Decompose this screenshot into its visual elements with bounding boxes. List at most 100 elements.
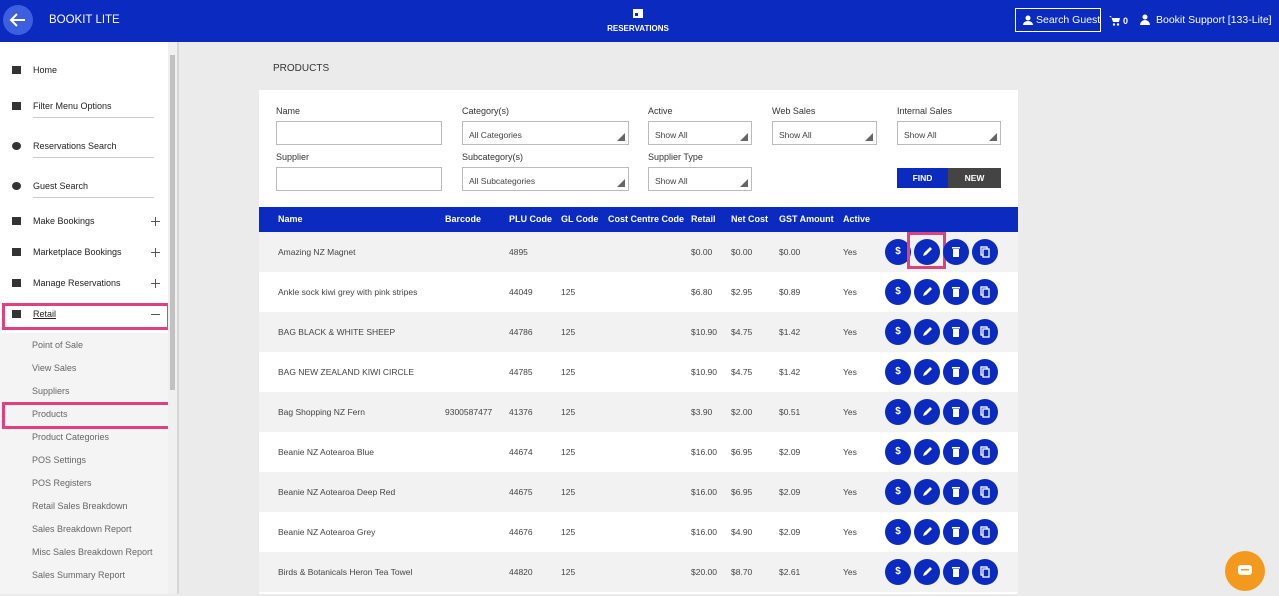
table-cell: $10.90 bbox=[691, 367, 717, 377]
menu-item[interactable]: Home bbox=[33, 65, 58, 75]
copy-button[interactable] bbox=[972, 399, 998, 425]
menu-icon bbox=[12, 142, 21, 150]
submenu-item[interactable]: Product Categories bbox=[32, 432, 110, 442]
price-button[interactable]: $ bbox=[885, 399, 911, 425]
menu-item[interactable]: Marketplace Bookings bbox=[33, 247, 122, 257]
price-button[interactable]: $ bbox=[885, 559, 911, 585]
price-button[interactable]: $ bbox=[885, 359, 911, 385]
search-guest-button[interactable]: Search Guest bbox=[1015, 8, 1101, 32]
filter-select[interactable]: All Subcategories bbox=[462, 167, 629, 191]
table-cell: 125 bbox=[561, 487, 576, 497]
table-cell: 125 bbox=[561, 287, 576, 297]
button-icon bbox=[952, 327, 960, 337]
menu-item[interactable]: Filter Menu Options bbox=[33, 101, 112, 111]
table-cell: 44675 bbox=[509, 487, 533, 497]
expand-icon bbox=[155, 278, 156, 288]
edit-button[interactable] bbox=[914, 279, 940, 305]
menu-item[interactable]: Reservations Search bbox=[33, 141, 117, 151]
scroll-thumb[interactable] bbox=[170, 55, 175, 390]
menu-icon bbox=[12, 248, 21, 256]
table-cell: 44676 bbox=[509, 527, 533, 537]
search-guest-label: Search Guest bbox=[1036, 14, 1101, 26]
delete-button[interactable] bbox=[943, 239, 969, 265]
submenu-item[interactable]: Sales Breakdown Report bbox=[32, 524, 132, 534]
column-header: Retail bbox=[691, 214, 716, 224]
column-header: Cost Centre Code bbox=[608, 214, 685, 224]
table-cell: $0.00 bbox=[691, 247, 713, 257]
user-name[interactable]: Bookit Support [133-Lite] bbox=[1156, 14, 1272, 26]
delete-button[interactable] bbox=[943, 279, 969, 305]
table-cell: 125 bbox=[561, 327, 576, 337]
copy-button[interactable] bbox=[972, 359, 998, 385]
edit-button[interactable] bbox=[914, 479, 940, 505]
button-icon bbox=[980, 326, 990, 338]
delete-button[interactable] bbox=[943, 439, 969, 465]
copy-button[interactable] bbox=[972, 319, 998, 345]
menu-item[interactable]: Retail bbox=[33, 309, 57, 319]
submenu-item[interactable]: POS Registers bbox=[32, 478, 92, 488]
submenu-item[interactable]: Sales Summary Report bbox=[32, 570, 126, 580]
chat-widget[interactable] bbox=[1225, 551, 1265, 591]
submenu-item[interactable]: Misc Sales Breakdown Report bbox=[32, 547, 153, 557]
copy-button[interactable] bbox=[972, 279, 998, 305]
delete-button[interactable] bbox=[943, 519, 969, 545]
dropdown-arrow bbox=[865, 133, 873, 141]
delete-button[interactable] bbox=[943, 399, 969, 425]
edit-button[interactable] bbox=[914, 399, 940, 425]
submenu-item[interactable]: POS Settings bbox=[32, 455, 87, 465]
price-button[interactable]: $ bbox=[885, 479, 911, 505]
delete-button[interactable] bbox=[943, 559, 969, 585]
filter-select[interactable]: Show All bbox=[648, 167, 752, 191]
filter-select[interactable]: Show All bbox=[897, 121, 1001, 145]
menu-item[interactable]: Make Bookings bbox=[33, 216, 95, 226]
price-button[interactable]: $ bbox=[885, 279, 911, 305]
filter-select[interactable]: All Categories bbox=[462, 121, 629, 145]
copy-button[interactable] bbox=[972, 519, 998, 545]
table-cell: 4895 bbox=[509, 247, 528, 257]
table-cell: 125 bbox=[561, 527, 576, 537]
edit-button[interactable] bbox=[914, 359, 940, 385]
edit-button[interactable] bbox=[914, 239, 940, 265]
copy-button[interactable] bbox=[972, 559, 998, 585]
filter-input[interactable] bbox=[276, 167, 442, 191]
submenu-item[interactable]: Retail Sales Breakdown bbox=[32, 501, 128, 511]
copy-button[interactable] bbox=[972, 439, 998, 465]
delete-button[interactable] bbox=[943, 359, 969, 385]
sidebar: Home Filter Menu Options Reservations Sear… bbox=[0, 42, 174, 594]
copy-button[interactable] bbox=[972, 239, 998, 265]
filter-button[interactable]: FIND bbox=[897, 168, 948, 188]
edit-button[interactable] bbox=[914, 559, 940, 585]
expand-icon[interactable] bbox=[151, 313, 160, 315]
price-button[interactable]: $ bbox=[885, 439, 911, 465]
delete-button[interactable] bbox=[943, 479, 969, 505]
price-button[interactable]: $ bbox=[885, 319, 911, 345]
menu-icon bbox=[12, 102, 21, 110]
button-icon bbox=[923, 527, 932, 536]
filter-select[interactable]: Show All bbox=[772, 121, 877, 145]
submenu-item[interactable]: View Sales bbox=[32, 363, 77, 373]
back-button[interactable] bbox=[3, 5, 33, 35]
delete-button[interactable] bbox=[943, 319, 969, 345]
table-cell: $6.95 bbox=[731, 487, 753, 497]
button-icon bbox=[952, 367, 960, 377]
cart-icon[interactable] bbox=[1109, 15, 1121, 26]
section-label[interactable]: RESERVATIONS bbox=[607, 24, 669, 33]
submenu-item[interactable]: Products bbox=[32, 409, 68, 419]
table-cell: Ankle sock kiwi grey with pink stripes bbox=[278, 287, 418, 297]
filter-input[interactable] bbox=[276, 121, 442, 145]
edit-button[interactable] bbox=[914, 439, 940, 465]
edit-button[interactable] bbox=[914, 319, 940, 345]
price-button[interactable]: $ bbox=[885, 239, 911, 265]
menu-item[interactable]: Guest Search bbox=[33, 181, 89, 191]
price-button[interactable]: $ bbox=[885, 519, 911, 545]
copy-button[interactable] bbox=[972, 479, 998, 505]
filter-select[interactable]: Show All bbox=[648, 121, 752, 145]
submenu-item[interactable]: Suppliers bbox=[32, 386, 70, 396]
menu-item[interactable]: Manage Reservations bbox=[33, 278, 121, 288]
edit-button[interactable] bbox=[914, 519, 940, 545]
page-title: PRODUCTS bbox=[273, 63, 330, 74]
submenu-item[interactable]: Point of Sale bbox=[32, 340, 84, 350]
button-icon bbox=[980, 286, 990, 298]
filter-button[interactable]: NEW bbox=[948, 168, 1001, 188]
table-cell: Yes bbox=[843, 367, 857, 377]
